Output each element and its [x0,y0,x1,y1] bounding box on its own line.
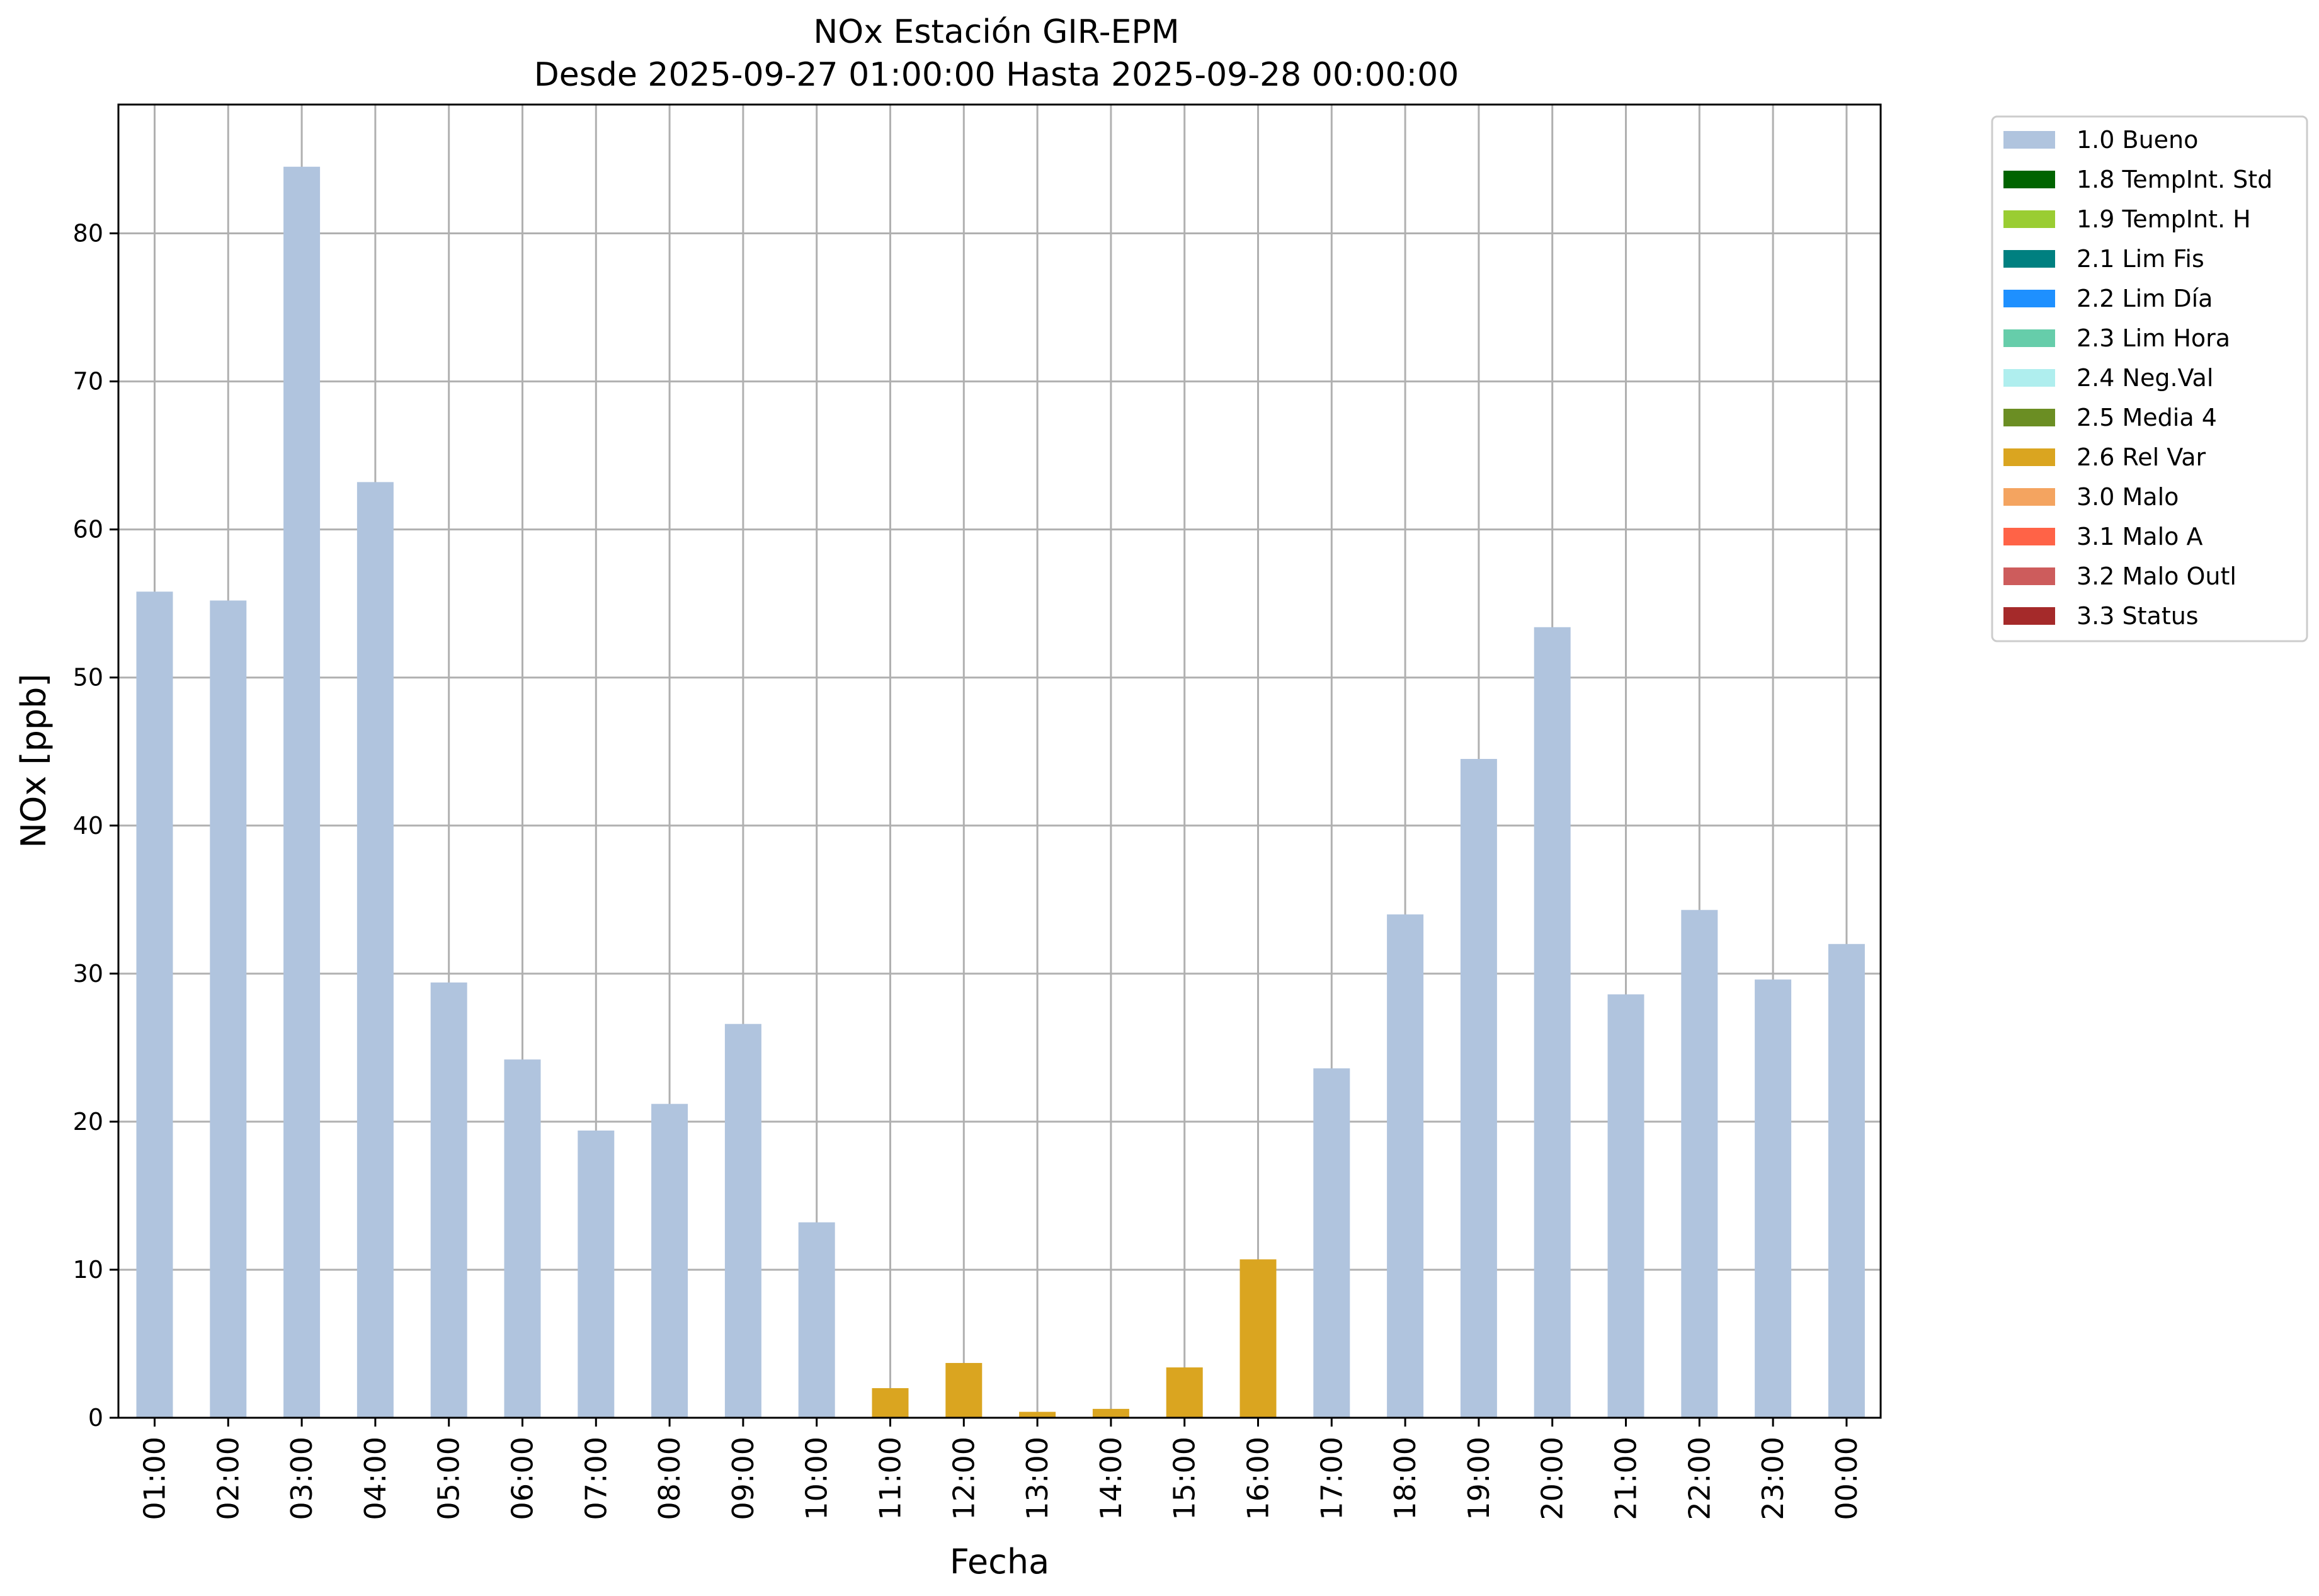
bar-2300 [1755,979,1792,1418]
x-tick-label: 19:00 [1462,1437,1496,1520]
legend-swatch [2003,210,2055,228]
legend-swatch [2003,607,2055,625]
bar-0500 [430,982,467,1418]
x-tick-label: 23:00 [1756,1437,1790,1520]
x-tick-label: 12:00 [947,1437,981,1520]
bar-0400 [356,482,394,1418]
legend-swatch [2003,528,2055,545]
legend-swatch [2003,567,2055,585]
legend-frame [1991,115,2308,642]
y-tick-label: 50 [73,664,103,692]
x-tick-label: 21:00 [1609,1437,1643,1520]
bar-1600 [1239,1259,1277,1418]
x-tick-label: 04:00 [358,1437,392,1520]
y-tick-label: 30 [73,960,103,988]
bars [136,166,1865,1418]
x-tick-label: 20:00 [1536,1437,1570,1520]
y-tick-label: 60 [73,516,103,544]
x-tick-label: 07:00 [579,1437,613,1520]
legend-label: 2.2 Lim Día [2077,285,2213,312]
x-tick-label: 02:00 [211,1437,245,1520]
legend: 1.0 Bueno 1.8 TempInt. Std 1.9 TempInt. H 2… [1991,115,2308,642]
bar-0900 [724,1023,761,1418]
chart-title: NOx Estación GIR-EPM [813,13,1179,51]
x-axis: 01:00 02:00 03:00 04:00 05:00 06:00 07:00 08:00… [138,1418,1864,1520]
x-tick-label: 00:00 [1830,1437,1864,1520]
bar-1400 [1092,1408,1129,1418]
legend-label: 1.9 TempInt. H [2077,205,2251,233]
legend-swatch [2003,250,2055,268]
legend-label: 3.1 Malo A [2077,523,2202,550]
bar-0100 [136,591,173,1418]
y-tick-label: 70 [73,368,103,396]
legend-swatch [2003,448,2055,466]
legend-label: 1.0 Bueno [2077,126,2198,154]
bar-0200 [210,600,247,1418]
y-tick-label: 0 [88,1404,103,1432]
bar-1900 [1460,758,1497,1418]
y-tick-label: 40 [73,812,103,840]
x-tick-label: 05:00 [432,1437,466,1520]
bar-1500 [1166,1367,1203,1418]
bar-1100 [872,1388,909,1418]
legend-label: 3.2 Malo Outl [2077,562,2236,590]
x-tick-label: 03:00 [285,1437,319,1520]
legend-swatch [2003,171,2055,188]
y-tick-label: 20 [73,1108,103,1136]
legend-label: 2.5 Media 4 [2077,404,2217,431]
x-tick-label: 08:00 [652,1437,687,1520]
bar-1800 [1387,914,1424,1418]
bar-0300 [283,166,321,1418]
legend-label: 3.3 Status [2077,602,2199,630]
x-tick-label: 14:00 [1094,1437,1128,1520]
y-axis: 0 10 20 30 40 50 60 70 80 [73,220,118,1432]
legend-swatch [2003,290,2055,307]
x-tick-label: 09:00 [726,1437,760,1520]
legend-label: 3.0 Malo [2077,483,2179,511]
x-tick-label: 11:00 [874,1437,908,1520]
bar-0700 [578,1130,615,1418]
bar-1300 [1019,1411,1056,1418]
legend-label: 2.3 Lim Hora [2077,324,2230,352]
legend-label: 1.8 TempInt. Std [2077,166,2272,193]
bar-2000 [1534,627,1571,1418]
legend-swatch [2003,409,2055,426]
legend-label: 2.6 Rel Var [2077,443,2206,471]
legend-swatch [2003,369,2055,387]
x-tick-label: 16:00 [1241,1437,1275,1520]
bar-2100 [1607,994,1644,1418]
x-tick-label: 17:00 [1314,1437,1348,1520]
x-tick-label: 06:00 [506,1437,540,1520]
bar-1700 [1313,1068,1350,1418]
x-tick-label: 15:00 [1168,1437,1202,1520]
y-tick-label: 80 [73,220,103,248]
bar-1200 [945,1363,983,1418]
bar-0800 [651,1103,688,1418]
bar-0600 [504,1059,541,1418]
bar-0000 [1828,943,1865,1418]
legend-swatch [2003,131,2055,149]
x-tick-label: 13:00 [1020,1437,1054,1520]
legend-items: 1.0 Bueno 1.8 TempInt. Std 1.9 TempInt. H 2… [2003,126,2272,630]
x-tick-label: 22:00 [1682,1437,1716,1520]
bar-1000 [798,1222,835,1418]
x-tick-label: 01:00 [138,1437,172,1520]
plot-frame [117,103,1882,1419]
chart-subtitle: Desde 2025-09-27 01:00:00 Hasta 2025-09-… [534,56,1459,94]
legend-swatch [2003,329,2055,347]
legend-label: 2.4 Neg.Val [2077,364,2213,392]
y-tick-label: 10 [73,1256,103,1284]
legend-swatch [2003,488,2055,506]
x-tick-label: 10:00 [800,1437,834,1520]
bar-2200 [1681,909,1718,1418]
x-axis-label: Fecha [950,1542,1049,1582]
y-axis-label: NOx [ppb] [14,674,54,848]
legend-label: 2.1 Lim Fis [2077,245,2204,273]
x-tick-label: 18:00 [1388,1437,1422,1520]
